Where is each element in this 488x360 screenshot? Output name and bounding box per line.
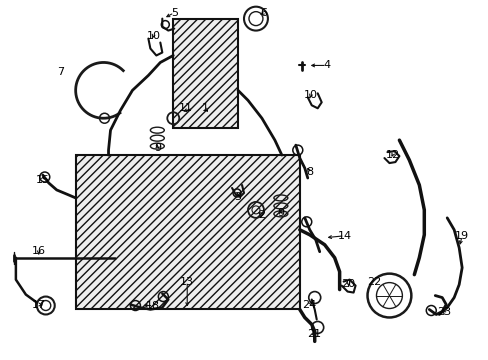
Text: 21: 21 [306,329,320,339]
Text: 22: 22 [366,276,381,287]
Text: 9: 9 [153,143,161,153]
Text: 11: 11 [179,103,193,113]
Text: 10: 10 [303,90,317,100]
Text: 15: 15 [36,175,50,185]
Text: 6: 6 [260,8,267,18]
Text: 20: 20 [341,279,355,289]
Text: 13: 13 [180,276,194,287]
Text: 8: 8 [305,167,313,177]
Text: 3: 3 [234,192,241,202]
Text: 4: 4 [323,60,329,71]
Text: 18: 18 [146,301,160,311]
Text: 5: 5 [170,8,178,18]
Text: 10: 10 [146,31,160,41]
Text: 9: 9 [277,208,284,218]
Text: 16: 16 [32,246,46,256]
Text: 17: 17 [32,300,46,310]
Text: 12: 12 [385,150,399,160]
Text: 24: 24 [302,300,316,310]
Text: 19: 19 [454,231,468,241]
Text: 1: 1 [201,103,208,113]
Text: 14: 14 [337,231,351,241]
Text: 7: 7 [57,67,64,77]
Bar [76,155,299,310]
Text: 2: 2 [258,210,265,220]
Text: 23: 23 [436,307,450,318]
Bar [173,19,238,128]
